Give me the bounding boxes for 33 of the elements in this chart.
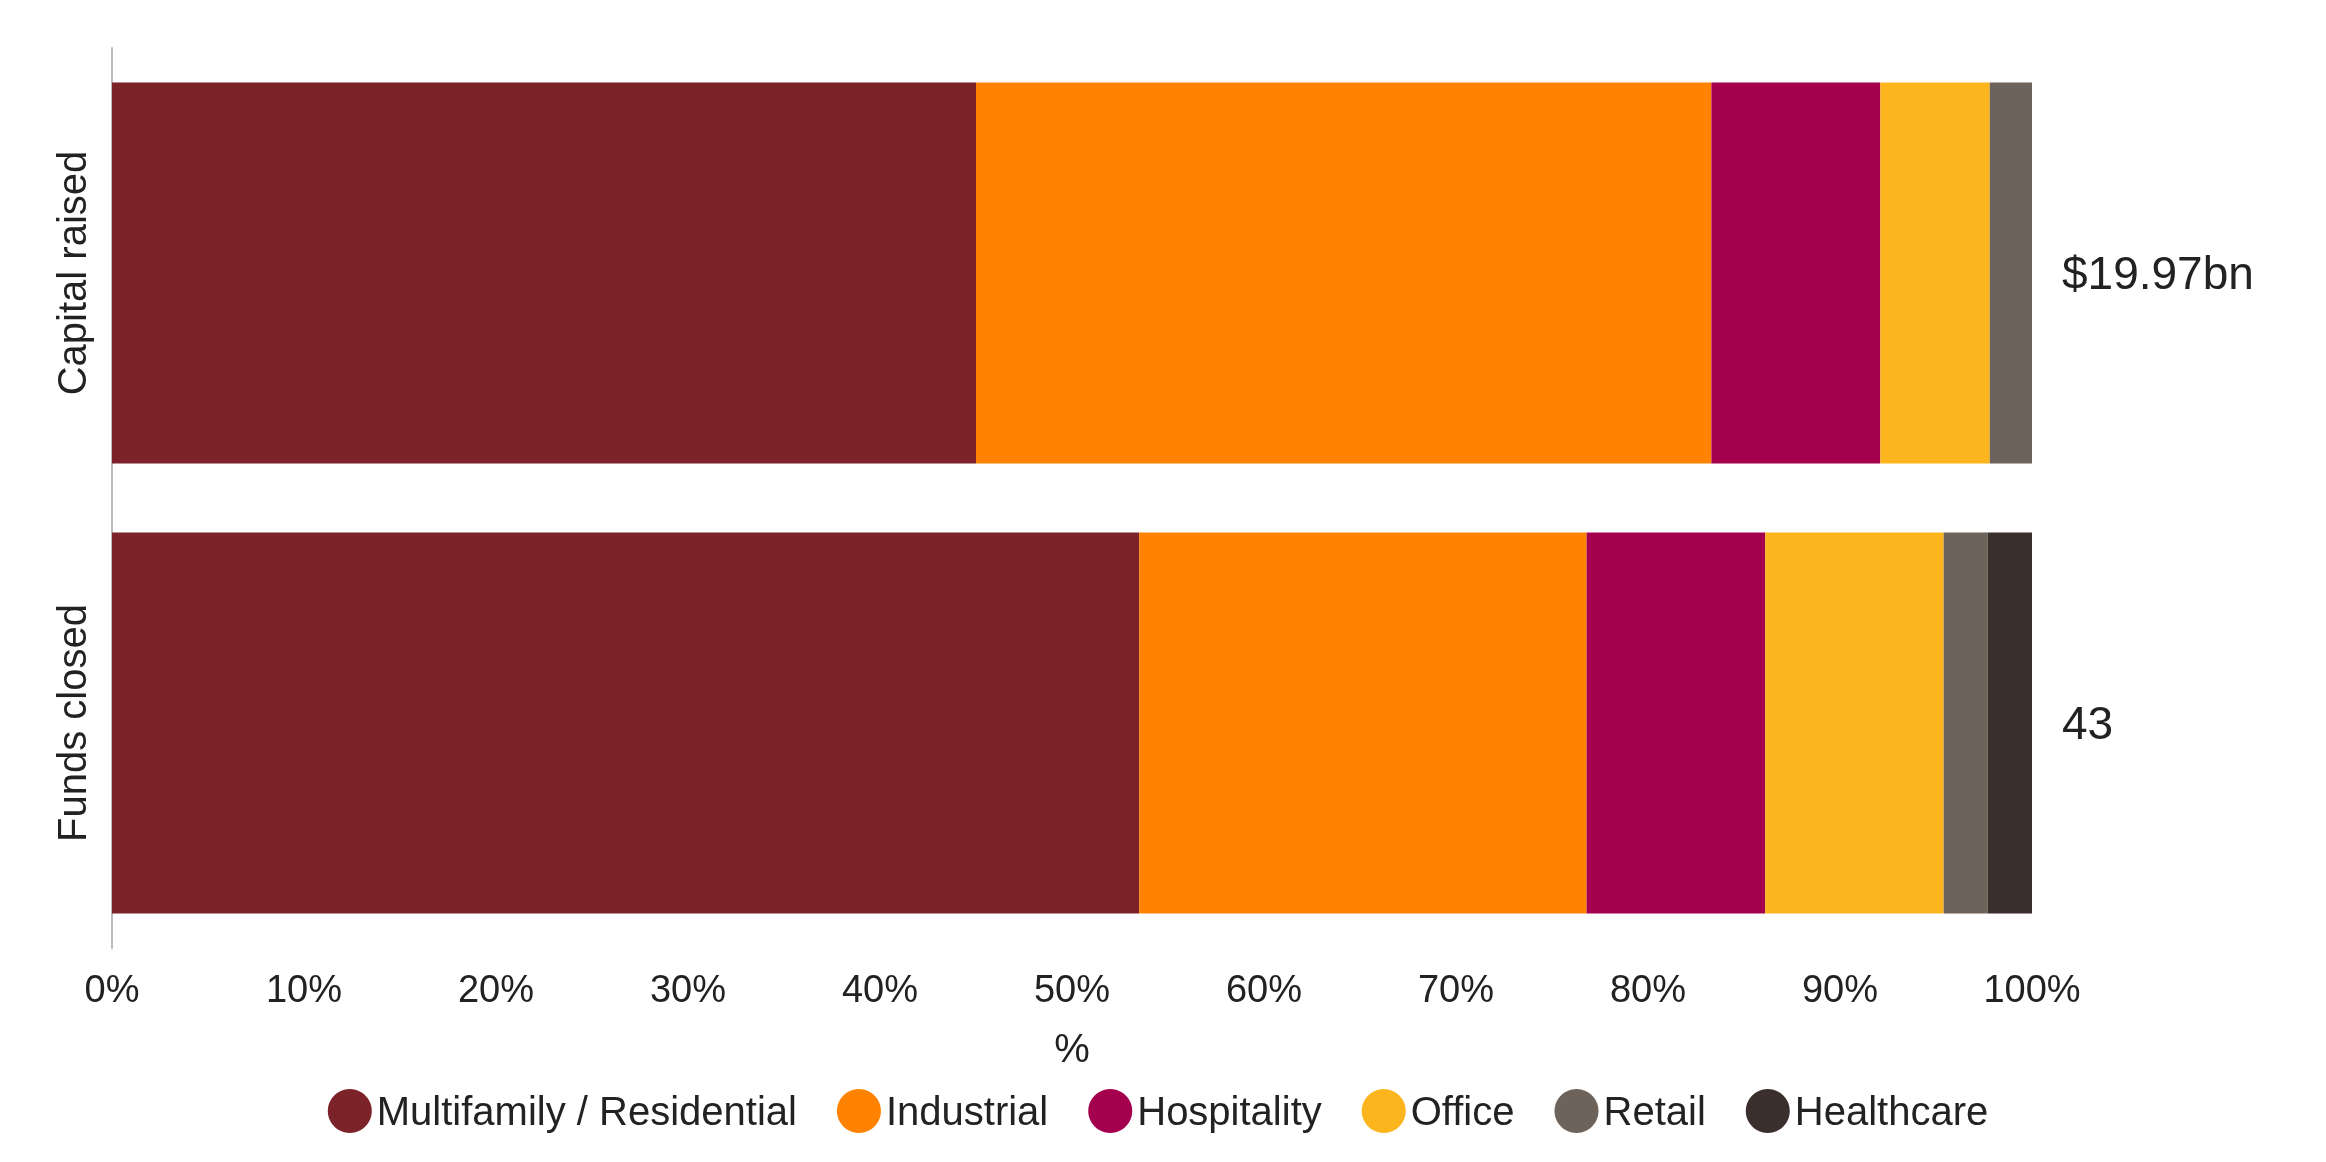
x-tick-label: 90% — [1801, 968, 1879, 1010]
bar — [1943, 532, 1988, 914]
legend-label: Multifamily / Residential — [376, 1089, 797, 1133]
x-tick-label: 100% — [1983, 968, 2081, 1010]
legend-label: Hospitality — [1137, 1089, 1322, 1133]
y-tick-label: Funds closed — [50, 604, 94, 842]
x-tick-label: 20% — [457, 968, 535, 1010]
x-tick-label: 30% — [649, 968, 727, 1010]
x-axis-title: % — [1054, 1026, 1090, 1070]
text: $19.97bn — [2062, 247, 2254, 299]
y-tick-label: Capital raised — [50, 150, 94, 396]
bar — [1989, 82, 2032, 464]
bar — [1880, 82, 1990, 464]
bar — [1586, 532, 1766, 914]
legend-label: Retail — [1603, 1089, 1706, 1133]
bar — [1765, 532, 1944, 914]
bar — [112, 532, 1140, 914]
text: 43 — [2062, 697, 2114, 749]
legend-label: Healthcare — [1794, 1089, 1989, 1133]
x-tick-label: 0% — [84, 968, 140, 1010]
x-tick-label: 80% — [1609, 968, 1687, 1010]
bar — [112, 82, 976, 464]
legend-label: Industrial — [885, 1089, 1049, 1133]
bar — [1987, 532, 2032, 914]
x-tick-label: 40% — [841, 968, 919, 1010]
x-tick-label: 60% — [1225, 968, 1303, 1010]
x-tick-label: 70% — [1417, 968, 1495, 1010]
bar — [1139, 532, 1587, 914]
legend-label: Office — [1410, 1089, 1515, 1133]
x-tick-label: 50% — [1033, 968, 1111, 1010]
bar — [1711, 82, 1881, 464]
bar — [976, 82, 1712, 464]
x-tick-label: 10% — [265, 968, 343, 1010]
